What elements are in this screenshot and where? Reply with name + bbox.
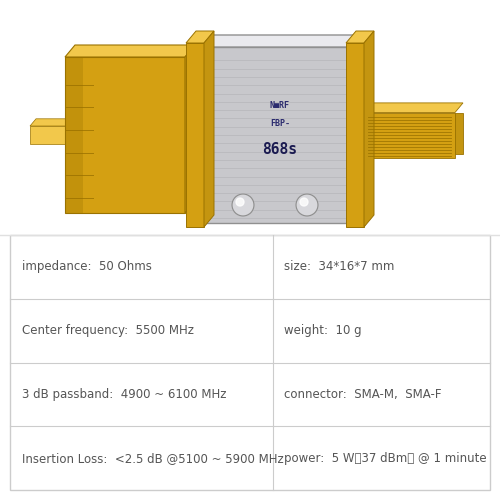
Text: weight:  10 g: weight: 10 g	[284, 324, 362, 337]
Circle shape	[236, 198, 244, 206]
Polygon shape	[362, 103, 463, 113]
Text: Center frequency:  5500 MHz: Center frequency: 5500 MHz	[22, 324, 194, 337]
Bar	[65, 57, 185, 213]
Text: 868s: 868s	[262, 142, 298, 156]
Polygon shape	[183, 104, 207, 116]
Polygon shape	[65, 45, 195, 57]
Circle shape	[296, 194, 318, 216]
Bar	[346, 43, 364, 227]
Bar	[195, 47, 355, 223]
Polygon shape	[346, 31, 374, 43]
Polygon shape	[204, 31, 214, 227]
Polygon shape	[186, 31, 214, 43]
Text: FBP-: FBP-	[270, 118, 290, 128]
Text: Insertion Loss:  <2.5 dB @5100 ~ 5900 MHz: Insertion Loss: <2.5 dB @5100 ~ 5900 MHz	[22, 452, 284, 464]
Text: N■RF: N■RF	[270, 100, 290, 110]
Bar	[186, 43, 204, 227]
Text: power:  5 W（37 dBm） @ 1 minute: power: 5 W（37 dBm） @ 1 minute	[284, 452, 487, 464]
Bar	[30, 126, 73, 144]
Polygon shape	[355, 35, 365, 223]
Text: size:  34*16*7 mm: size: 34*16*7 mm	[284, 260, 395, 274]
Bar	[10, 235, 490, 490]
Text: impedance:  50 Ohms: impedance: 50 Ohms	[22, 260, 152, 274]
Polygon shape	[364, 31, 374, 227]
Text: 3 dB passband:  4900 ~ 6100 MHz: 3 dB passband: 4900 ~ 6100 MHz	[22, 388, 227, 401]
Bar	[183, 116, 197, 154]
Polygon shape	[30, 119, 79, 126]
Bar	[362, 112, 455, 158]
Polygon shape	[195, 35, 365, 47]
Circle shape	[232, 194, 254, 216]
Circle shape	[300, 198, 308, 206]
Bar	[65, 57, 83, 213]
Bar	[455, 112, 463, 154]
Polygon shape	[185, 45, 195, 213]
Text: connector:  SMA-M,  SMA-F: connector: SMA-M, SMA-F	[284, 388, 442, 401]
